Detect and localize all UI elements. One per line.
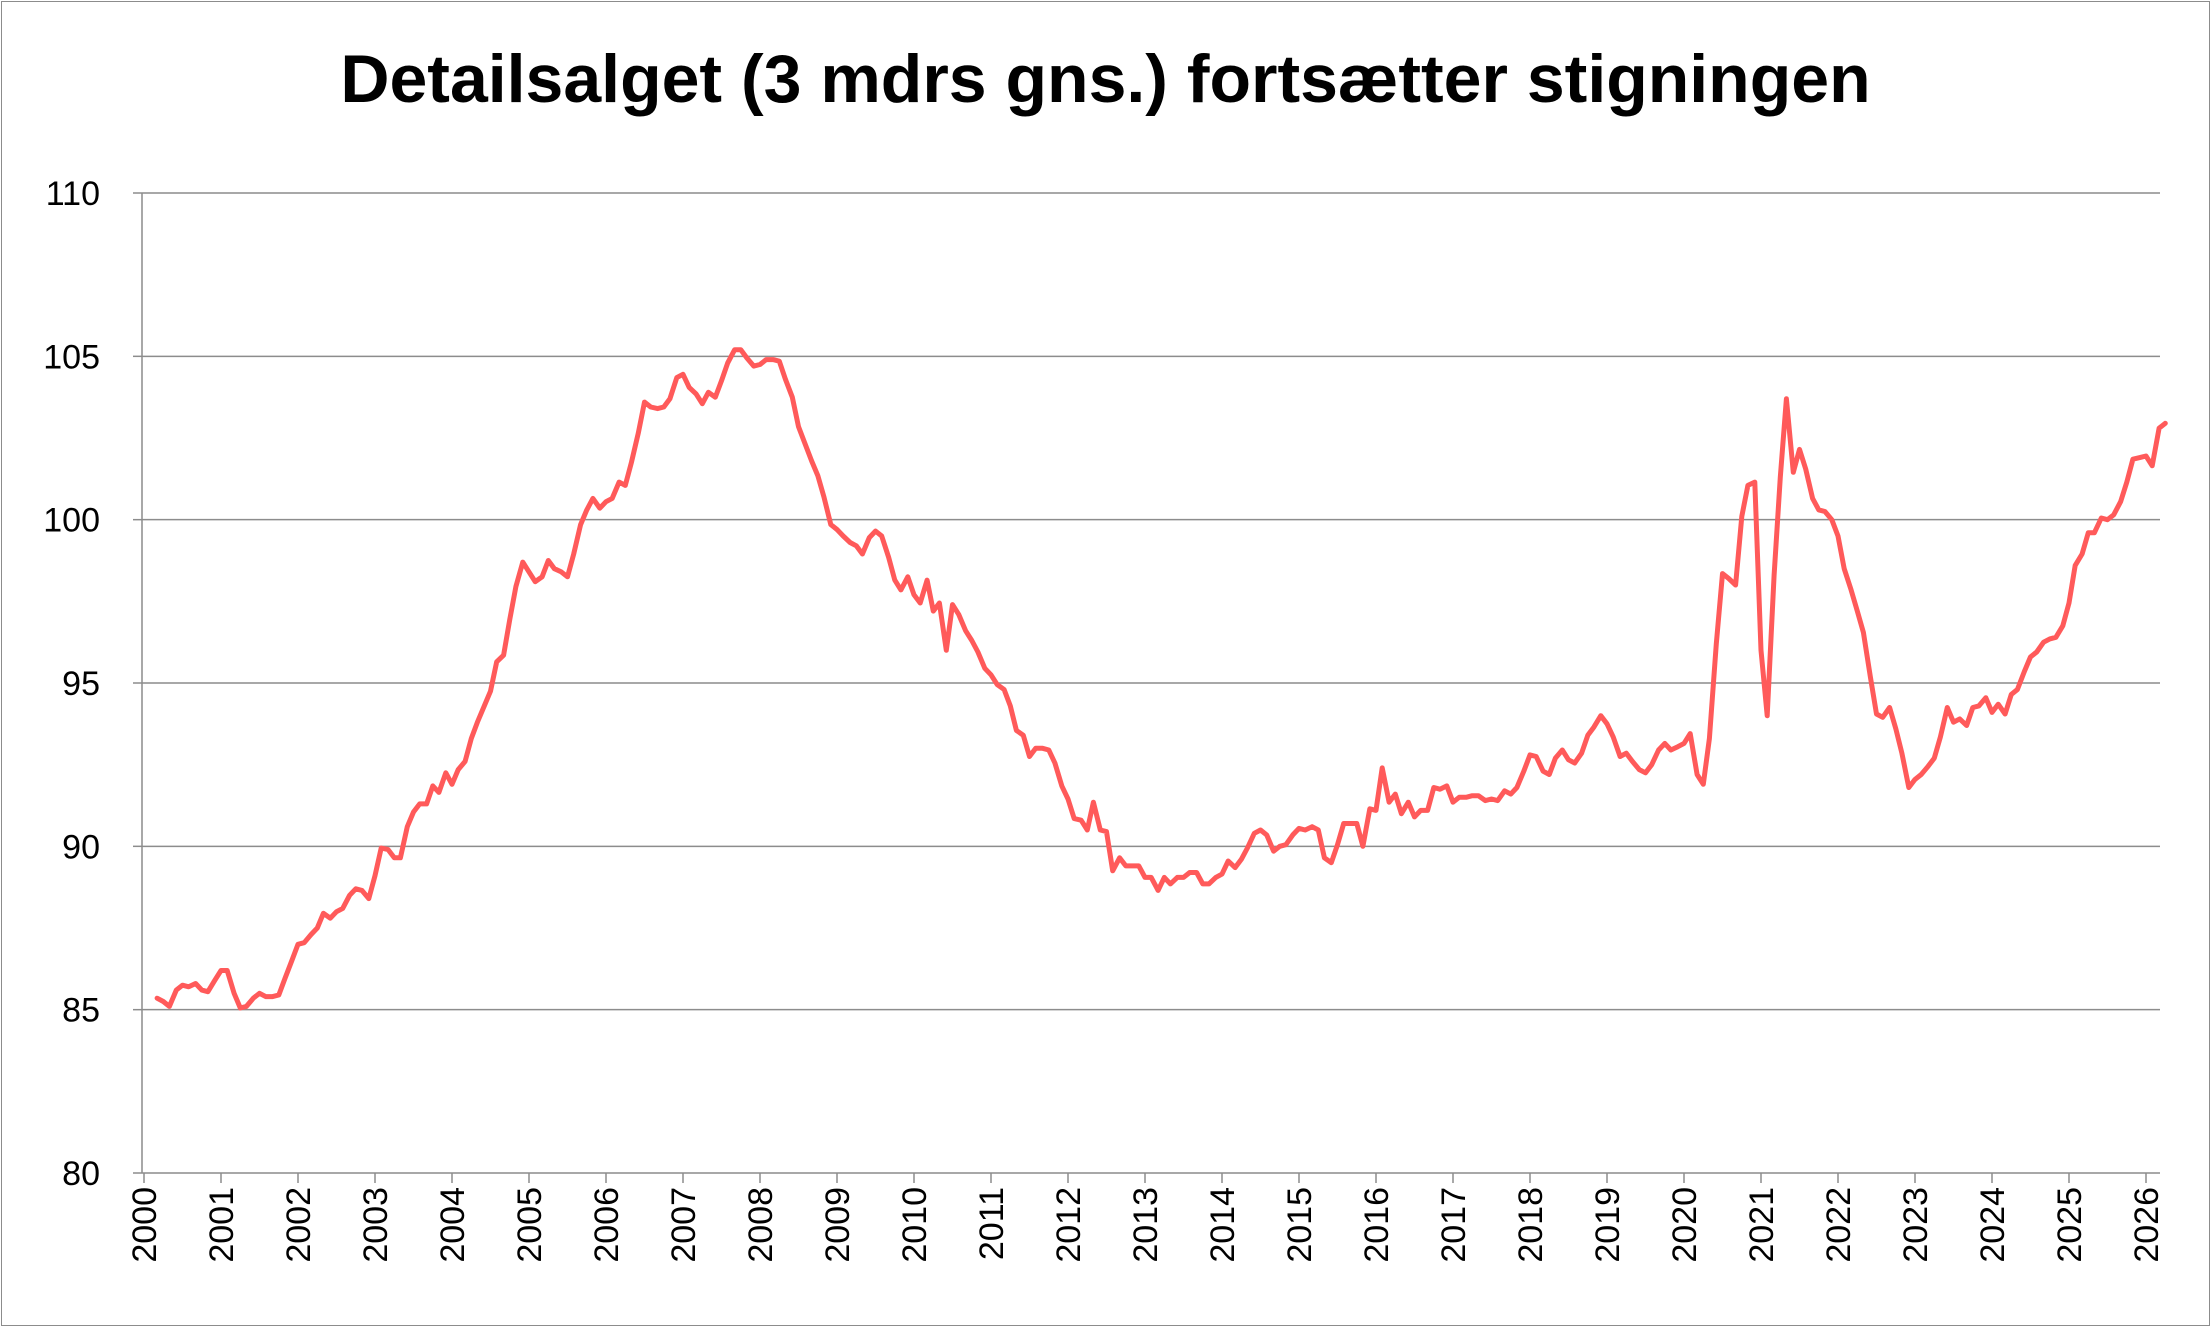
y-tick-label: 85 bbox=[62, 992, 100, 1030]
y-tick-label: 95 bbox=[62, 665, 100, 703]
x-tick-label: 2013 bbox=[1127, 1187, 1165, 1263]
x-tick-label: 2019 bbox=[1589, 1187, 1627, 1263]
x-tick-label: 2022 bbox=[1820, 1187, 1858, 1263]
x-tick-label: 2003 bbox=[357, 1187, 395, 1263]
y-tick-label: 80 bbox=[62, 1155, 100, 1193]
series-line bbox=[154, 347, 2168, 1011]
chart-title: Detailsalget (3 mdrs gns.) fortsætter st… bbox=[340, 41, 1871, 117]
x-tick-label: 2011 bbox=[973, 1187, 1011, 1260]
x-tick-label: 2023 bbox=[1897, 1187, 1935, 1263]
x-tick-label: 2026 bbox=[2128, 1187, 2166, 1263]
x-tick-label: 2004 bbox=[434, 1187, 472, 1263]
x-tick-label: 2017 bbox=[1435, 1187, 1473, 1263]
x-tick-label: 2000 bbox=[126, 1187, 164, 1263]
x-tick-label: 2002 bbox=[280, 1187, 318, 1263]
x-tick-label: 2020 bbox=[1666, 1187, 1704, 1263]
x-tick-label: 2014 bbox=[1204, 1187, 1242, 1263]
y-tick-label: 110 bbox=[46, 175, 100, 213]
x-tick-label: 2024 bbox=[1974, 1187, 2012, 1263]
x-tick-label: 2006 bbox=[588, 1187, 626, 1263]
x-tick-label: 2021 bbox=[1743, 1187, 1781, 1263]
x-tick-label: 2010 bbox=[896, 1187, 934, 1263]
x-tick-label: 2001 bbox=[203, 1187, 241, 1263]
y-tick-label: 100 bbox=[43, 502, 100, 540]
x-tick-label: 2016 bbox=[1358, 1187, 1396, 1263]
x-tick-label: 2012 bbox=[1050, 1187, 1088, 1263]
x-tick-label: 2025 bbox=[2051, 1187, 2089, 1263]
x-tick-label: 2015 bbox=[1281, 1187, 1319, 1263]
x-tick-label: 2005 bbox=[511, 1187, 549, 1263]
x-tick-label: 2007 bbox=[665, 1187, 703, 1263]
y-tick-label: 90 bbox=[62, 828, 100, 866]
x-tick-label: 2018 bbox=[1512, 1187, 1550, 1263]
x-tick-label: 2009 bbox=[819, 1187, 857, 1263]
x-tick-label: 2008 bbox=[742, 1187, 780, 1263]
y-tick-label: 105 bbox=[43, 338, 100, 376]
